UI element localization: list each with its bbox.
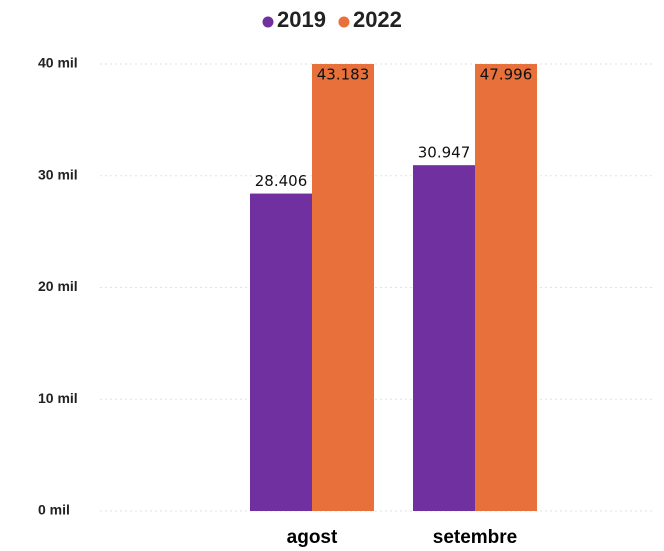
bar bbox=[413, 165, 475, 511]
labels: 0 mil 10 mil 20 mil 30 mil 40 mil 2019 2022 ago… bbox=[38, 7, 532, 548]
legend-marker bbox=[338, 16, 350, 28]
y-tick-label: 30 mil bbox=[38, 166, 78, 182]
legend-label: 2019 bbox=[277, 7, 326, 32]
data-label: 30.947 bbox=[418, 144, 471, 162]
x-tick-label: agost bbox=[287, 527, 338, 548]
bars bbox=[250, 64, 537, 512]
data-label: 47.996 bbox=[480, 66, 533, 84]
y-tick-label: 0 mil bbox=[38, 502, 70, 518]
legend-label: 2022 bbox=[353, 7, 402, 32]
grid bbox=[100, 63, 655, 512]
y-tick-label: 10 mil bbox=[38, 390, 78, 406]
data-label: 28.406 bbox=[255, 172, 308, 190]
data-label: 43.183 bbox=[317, 66, 370, 84]
bar bbox=[250, 193, 312, 512]
bar bbox=[312, 64, 374, 512]
x-tick-label: setembre bbox=[433, 527, 518, 548]
y-tick-label: 40 mil bbox=[38, 55, 78, 71]
bar bbox=[475, 64, 537, 511]
legend-marker bbox=[262, 16, 274, 28]
y-tick-label: 20 mil bbox=[38, 278, 78, 294]
